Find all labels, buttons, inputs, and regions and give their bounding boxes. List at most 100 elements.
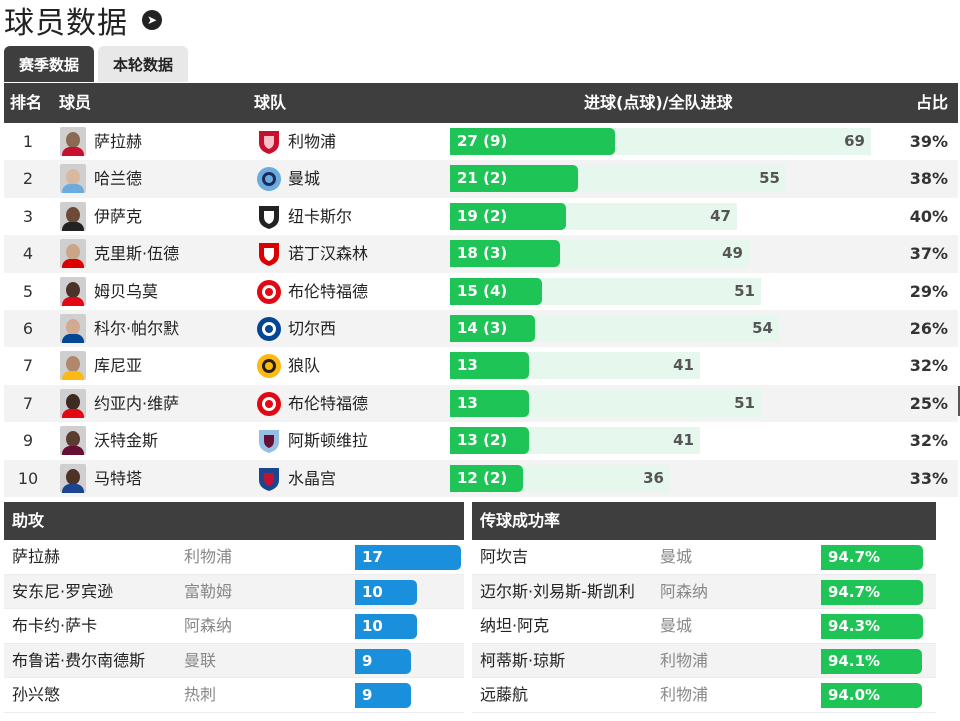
arrow-right-circle-icon[interactable]: ➤ bbox=[142, 10, 162, 30]
player-name[interactable]: 安东尼·罗宾逊 bbox=[12, 581, 114, 601]
share-value: 25% bbox=[909, 393, 948, 413]
man-city-crest-icon bbox=[256, 166, 282, 192]
list-item[interactable]: 布卡约·萨卡 阿森纳 10 bbox=[4, 609, 464, 644]
player-goals-bar: 14 (3) bbox=[450, 314, 535, 342]
table-row[interactable]: 3 伊萨克 纽卡斯尔 19 (2) 47 40% bbox=[4, 198, 958, 235]
assists-list: 萨拉赫 利物浦 17 安东尼·罗宾逊 富勒姆 10 布卡约·萨卡 阿森纳 10 布鲁诺·费尔南德斯… bbox=[4, 540, 464, 713]
team-goals-bar: 18 (3) 49 bbox=[450, 240, 749, 268]
team-goals-bar: 21 (2) 55 bbox=[450, 165, 786, 193]
share-value: 32% bbox=[909, 431, 948, 451]
table-row[interactable]: 7 库尼亚 狼队 13 41 32% bbox=[4, 347, 958, 384]
table-row[interactable]: 5 姆贝乌莫 布伦特福德 15 (4) 51 29% bbox=[4, 273, 958, 310]
rank-cell: 9 bbox=[22, 431, 34, 451]
brentford-crest-icon bbox=[256, 391, 282, 417]
player-goals-bar: 21 (2) bbox=[450, 165, 578, 193]
team-name[interactable]: 切尔西 bbox=[288, 318, 337, 338]
list-item[interactable]: 远藤航 利物浦 94.0% bbox=[472, 678, 936, 713]
tab-round-stats[interactable]: 本轮数据 bbox=[98, 46, 189, 82]
player-name[interactable]: 远藤航 bbox=[480, 685, 529, 705]
list-item[interactable]: 安东尼·罗宾逊 富勒姆 10 bbox=[4, 574, 464, 610]
team-name[interactable]: 诺丁汉森林 bbox=[288, 244, 369, 264]
team-goals-bar: 13 51 bbox=[450, 389, 761, 417]
list-item[interactable]: 萨拉赫 利物浦 17 bbox=[4, 540, 464, 575]
share-value: 26% bbox=[909, 318, 948, 338]
team-goals-value: 51 bbox=[734, 393, 755, 412]
player-name[interactable]: 孙兴慜 bbox=[12, 685, 61, 705]
team-name: 利物浦 bbox=[660, 650, 709, 670]
player-goals-bar: 18 (3) bbox=[450, 240, 560, 268]
player-avatar bbox=[60, 276, 86, 306]
team-goals-value: 69 bbox=[844, 132, 865, 150]
team-name: 阿森纳 bbox=[184, 616, 233, 636]
team-name[interactable]: 布伦特福德 bbox=[288, 393, 369, 413]
table-row[interactable]: 1 萨拉赫 利物浦 27 (9) 69 39% bbox=[4, 123, 958, 160]
player-name[interactable]: 约亚内·维萨 bbox=[94, 393, 180, 413]
team-goals-value: 41 bbox=[673, 356, 694, 375]
list-item[interactable]: 迈尔斯·刘易斯-斯凯利 阿森纳 94.7% bbox=[472, 574, 936, 610]
player-goals-bar: 12 (2) bbox=[450, 464, 523, 492]
player-name[interactable]: 沃特金斯 bbox=[94, 431, 159, 451]
player-name[interactable]: 库尼亚 bbox=[94, 356, 143, 376]
team-name[interactable]: 阿斯顿维拉 bbox=[288, 431, 369, 451]
team-name[interactable]: 布伦特福德 bbox=[288, 281, 369, 301]
team-name[interactable]: 纽卡斯尔 bbox=[288, 206, 353, 226]
tab-season-stats[interactable]: 赛季数据 bbox=[4, 46, 95, 82]
team-name: 富勒姆 bbox=[184, 581, 233, 601]
wolves-crest-icon bbox=[256, 353, 282, 379]
player-name[interactable]: 马特塔 bbox=[94, 468, 143, 488]
player-avatar bbox=[60, 164, 86, 194]
player-goals-bar: 13 bbox=[450, 352, 529, 380]
passing-panel: 传球成功率 阿坎吉 曼城 94.7% 迈尔斯·刘易斯-斯凯利 阿森纳 94.7% 纳坦·阿克… bbox=[472, 502, 936, 713]
table-row[interactable]: 4 克里斯·伍德 诺丁汉森林 18 (3) 49 37% bbox=[4, 235, 958, 273]
player-name[interactable]: 萨拉赫 bbox=[94, 132, 143, 151]
player-name[interactable]: 布鲁诺·费尔南德斯 bbox=[12, 650, 146, 670]
player-goals-bar: 13 (2) bbox=[450, 427, 529, 455]
team-name[interactable]: 水晶宫 bbox=[288, 468, 337, 488]
list-item[interactable]: 阿坎吉 曼城 94.7% bbox=[472, 540, 936, 575]
player-name[interactable]: 伊萨克 bbox=[94, 206, 143, 226]
assist-value-bar: 17 bbox=[355, 545, 461, 570]
team-name[interactable]: 利物浦 bbox=[288, 132, 337, 151]
scrollbar-edge[interactable] bbox=[958, 386, 960, 416]
table-row[interactable]: 2 哈兰德 曼城 21 (2) 55 38% bbox=[4, 160, 958, 198]
share-value: 38% bbox=[909, 169, 948, 189]
team-name: 曼城 bbox=[660, 616, 693, 636]
rank-cell: 10 bbox=[17, 468, 39, 488]
player-name[interactable]: 姆贝乌莫 bbox=[94, 281, 159, 301]
player-name[interactable]: 克里斯·伍德 bbox=[94, 244, 180, 264]
assist-value-bar: 10 bbox=[355, 579, 417, 605]
player-avatar bbox=[60, 463, 86, 493]
team-name[interactable]: 狼队 bbox=[288, 356, 321, 376]
player-goals-bar: 15 (4) bbox=[450, 277, 542, 305]
table-row[interactable]: 10 马特塔 水晶宫 12 (2) 36 33% bbox=[4, 459, 958, 497]
table-row[interactable]: 9 沃特金斯 阿斯顿维拉 13 (2) 41 32% bbox=[4, 422, 958, 459]
rank-cell: 7 bbox=[22, 393, 34, 413]
share-value: 39% bbox=[909, 132, 948, 151]
table-row[interactable]: 7 约亚内·维萨 布伦特福德 13 51 25% bbox=[4, 384, 958, 423]
table-row[interactable]: 6 科尔·帕尔默 切尔西 14 (3) 54 26% bbox=[4, 309, 958, 348]
team-goals-value: 47 bbox=[710, 206, 731, 225]
share-value: 33% bbox=[909, 468, 948, 488]
passing-list: 阿坎吉 曼城 94.7% 迈尔斯·刘易斯-斯凯利 阿森纳 94.7% 纳坦·阿克 曼城 94.3… bbox=[472, 540, 936, 713]
list-item[interactable]: 布鲁诺·费尔南德斯 曼联 9 bbox=[4, 643, 464, 679]
team-goals-value: 55 bbox=[759, 169, 780, 188]
player-name[interactable]: 柯蒂斯·琼斯 bbox=[480, 650, 566, 670]
player-name[interactable]: 哈兰德 bbox=[94, 169, 143, 189]
list-item[interactable]: 柯蒂斯·琼斯 利物浦 94.1% bbox=[472, 643, 936, 679]
share-value: 40% bbox=[909, 206, 948, 226]
team-name[interactable]: 曼城 bbox=[288, 169, 321, 189]
player-goals-bar: 13 bbox=[450, 389, 529, 417]
player-name[interactable]: 布卡约·萨卡 bbox=[12, 616, 98, 636]
player-goals-bar: 27 (9) bbox=[450, 128, 615, 155]
list-item[interactable]: 纳坦·阿克 曼城 94.3% bbox=[472, 609, 936, 644]
pass-rate-bar: 94.3% bbox=[821, 614, 923, 640]
player-name[interactable]: 萨拉赫 bbox=[12, 547, 61, 566]
player-name[interactable]: 科尔·帕尔默 bbox=[94, 318, 180, 338]
assist-value-bar: 10 bbox=[355, 614, 417, 640]
list-item[interactable]: 孙兴慜 热刺 9 bbox=[4, 678, 464, 713]
player-name[interactable]: 阿坎吉 bbox=[480, 547, 529, 566]
player-name[interactable]: 迈尔斯·刘易斯-斯凯利 bbox=[480, 581, 635, 601]
player-name[interactable]: 纳坦·阿克 bbox=[480, 616, 550, 636]
chelsea-crest-icon bbox=[256, 316, 282, 342]
table-body: 1 萨拉赫 利物浦 27 (9) 69 39% 2 哈兰德 曼城 21 (2) 55 38% 3 伊萨克纽… bbox=[4, 123, 958, 497]
